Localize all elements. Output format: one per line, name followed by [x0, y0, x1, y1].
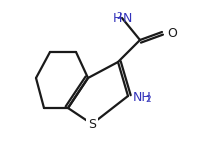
Text: 2: 2 — [145, 95, 151, 104]
Text: S: S — [88, 118, 96, 131]
Text: NH: NH — [133, 91, 152, 103]
Text: 2: 2 — [116, 11, 122, 21]
Text: N: N — [123, 11, 132, 24]
Text: O: O — [167, 26, 177, 39]
Text: H: H — [113, 11, 122, 24]
